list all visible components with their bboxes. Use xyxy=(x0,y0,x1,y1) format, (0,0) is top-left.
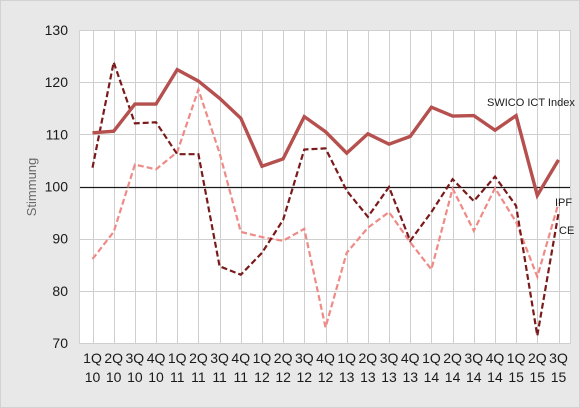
x-tick-label-quarter: 4Q xyxy=(147,350,166,366)
x-tick-label-quarter: 4Q xyxy=(401,350,420,366)
x-tick-label-year: 10 xyxy=(106,369,122,385)
x-tick-label-year: 12 xyxy=(318,369,334,385)
series-label: IPF xyxy=(555,197,572,209)
y-tick-label: 110 xyxy=(46,126,69,142)
x-tick-label-quarter: 1Q xyxy=(83,350,102,366)
x-tick-label-quarter: 2Q xyxy=(359,350,378,366)
x-tick-label-year: 14 xyxy=(487,369,503,385)
x-tick-label-year: 13 xyxy=(381,369,397,385)
series-line-ce xyxy=(91,86,560,328)
x-tick-label-year: 11 xyxy=(233,369,248,385)
x-tick-label-quarter: 3Q xyxy=(295,350,314,366)
x-tick-label-quarter: 1Q xyxy=(507,350,526,366)
x-axis-ticks: 1Q102Q103Q104Q101Q112Q113Q114Q111Q122Q12… xyxy=(83,350,568,385)
x-tick-label-year: 12 xyxy=(297,369,313,385)
x-tick-label-year: 14 xyxy=(445,369,461,385)
x-tick-label-quarter: 1Q xyxy=(337,350,356,366)
x-tick-label-quarter: 4Q xyxy=(486,350,505,366)
x-tick-label-year: 14 xyxy=(424,369,440,385)
x-tick-label-quarter: 2Q xyxy=(274,350,293,366)
y-tick-label: 80 xyxy=(52,283,68,299)
x-tick-label-quarter: 1Q xyxy=(422,350,441,366)
x-tick-label-year: 12 xyxy=(275,369,291,385)
y-tick-label: 90 xyxy=(52,231,68,247)
y-tick-label: 100 xyxy=(45,179,69,195)
x-tick-label-quarter: 1Q xyxy=(253,350,272,366)
x-tick-label-year: 12 xyxy=(254,369,270,385)
x-tick-label-quarter: 4Q xyxy=(231,350,250,366)
series-label: CE xyxy=(559,225,574,237)
x-tick-label-year: 10 xyxy=(127,369,143,385)
x-tick-label-year: 11 xyxy=(191,369,206,385)
x-tick-label-year: 10 xyxy=(148,369,164,385)
y-tick-label: 70 xyxy=(52,335,68,351)
x-tick-label-quarter: 2Q xyxy=(528,350,547,366)
x-tick-label-quarter: 3Q xyxy=(126,350,145,366)
x-tick-label-quarter: 2Q xyxy=(104,350,123,366)
x-tick-label-quarter: 2Q xyxy=(189,350,208,366)
x-tick-label-year: 13 xyxy=(339,369,355,385)
series-line-ipf xyxy=(91,58,560,336)
x-tick-label-year: 11 xyxy=(170,369,185,385)
series-group xyxy=(91,58,560,336)
x-tick-label-year: 13 xyxy=(360,369,376,385)
x-tick-label-quarter: 1Q xyxy=(168,350,187,366)
series-labels: SWICO ICT Index IPF CE xyxy=(487,97,575,237)
y-axis-ticks: 70 80 90 100 110 120 130 xyxy=(45,22,69,351)
x-tick-label-year: 15 xyxy=(551,369,567,385)
grid xyxy=(80,30,570,344)
x-tick-label-quarter: 4Q xyxy=(316,350,335,366)
x-tick-label-quarter: 3Q xyxy=(210,350,229,366)
x-tick-label-quarter: 2Q xyxy=(443,350,462,366)
y-tick-label: 120 xyxy=(45,74,69,90)
y-tick-label: 130 xyxy=(45,22,69,38)
y-axis-title: Stimmung xyxy=(24,158,39,217)
x-tick-label-quarter: 3Q xyxy=(380,350,399,366)
x-tick-label-year: 15 xyxy=(530,369,546,385)
series-label: SWICO ICT Index xyxy=(487,97,575,109)
x-tick-label-quarter: 3Q xyxy=(549,350,568,366)
x-tick-label-year: 14 xyxy=(466,369,482,385)
x-tick-label-year: 13 xyxy=(402,369,418,385)
x-tick-label-year: 10 xyxy=(85,369,101,385)
x-tick-label-year: 11 xyxy=(212,369,227,385)
x-tick-label-quarter: 3Q xyxy=(464,350,483,366)
x-tick-label-year: 15 xyxy=(508,369,524,385)
series-line-swico-ict-index xyxy=(92,67,560,200)
